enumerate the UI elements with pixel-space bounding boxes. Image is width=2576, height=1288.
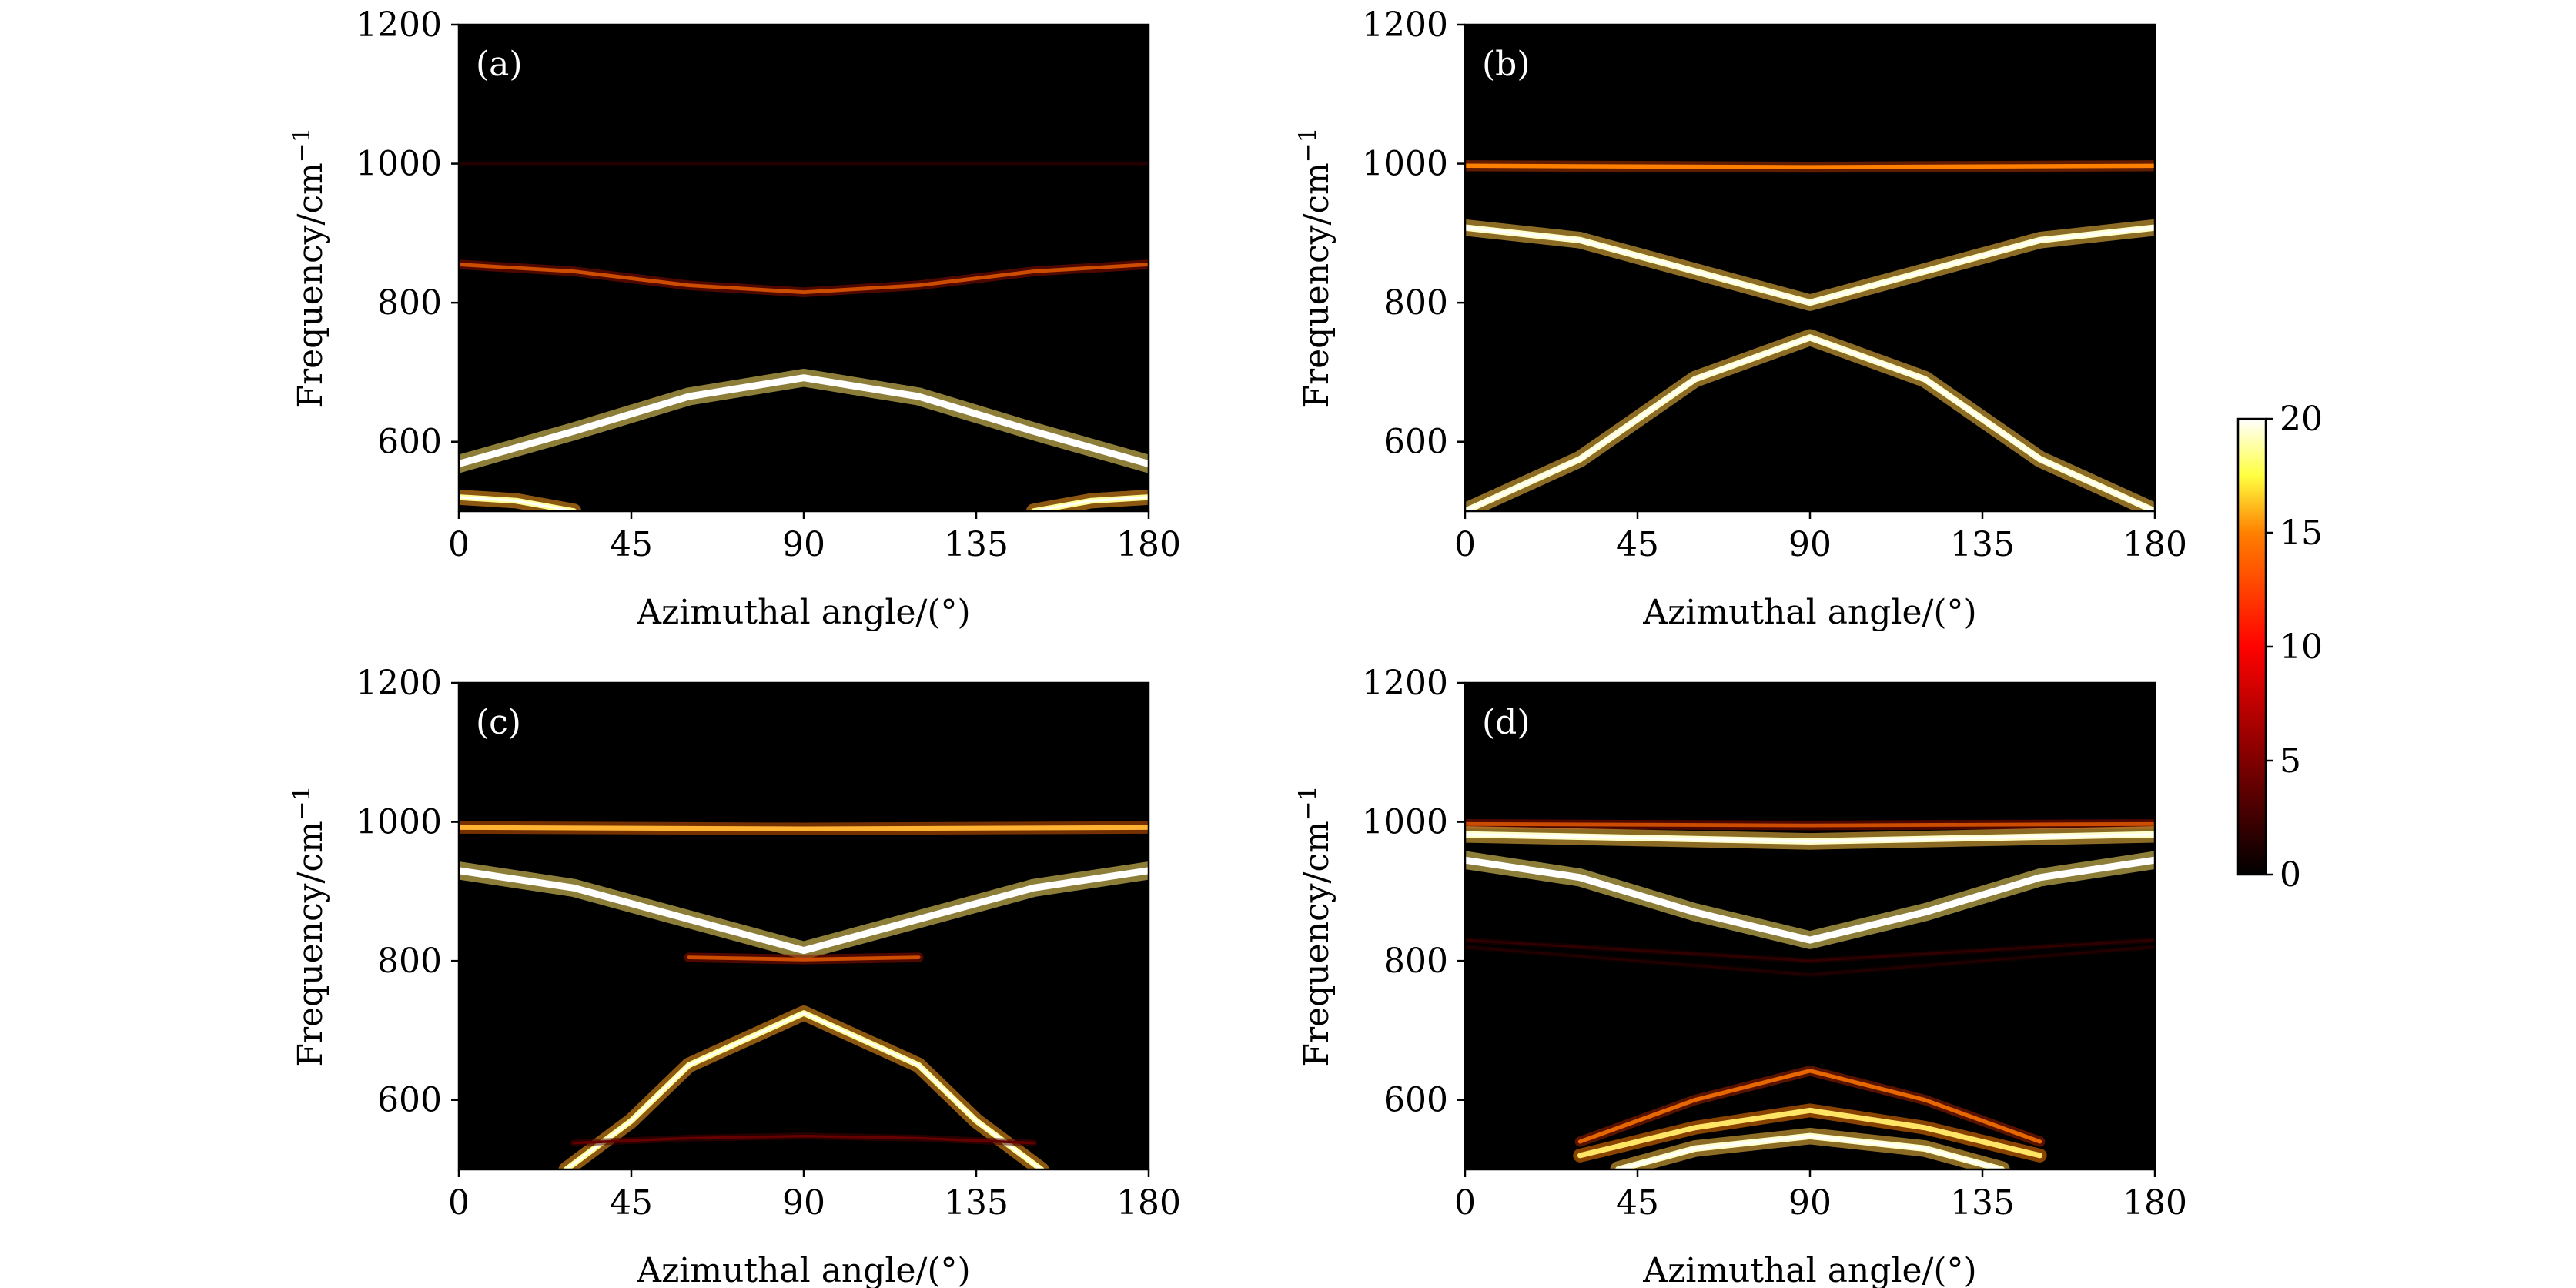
colorbar-gradient (2236, 417, 2267, 876)
band-1 (1465, 821, 2155, 828)
colorbar-tick-label: 0 (2280, 855, 2301, 895)
band-core (1465, 833, 2155, 843)
y-tick-label: 1200 (356, 5, 442, 45)
x-tick-label: 45 (1616, 525, 1659, 564)
x-tick-label: 180 (1116, 1183, 1181, 1223)
band-4 (1465, 938, 2155, 962)
y-tick-label: 1200 (1362, 5, 1448, 45)
x-tick-label: 0 (1454, 525, 1476, 564)
y-tick-label: 1000 (356, 145, 442, 184)
y-tick-label: 800 (377, 942, 442, 981)
band-6 (1577, 1069, 2042, 1144)
panel-1: 0 45 90 135 180 600 800 1000 1200 Azimuthal angle… (288, 5, 1181, 632)
y-tick-label: 800 (377, 283, 442, 323)
y-axis-label: Frequency/cm−1 (288, 786, 330, 1067)
band-2 (459, 263, 1149, 295)
colorbar-tick-label: 15 (2280, 514, 2323, 553)
band-5 (572, 1135, 1035, 1145)
band-7 (1577, 1107, 2043, 1159)
colorbar-tick-label: 10 (2280, 627, 2323, 667)
band-3 (687, 955, 921, 962)
x-tick-label: 0 (448, 525, 470, 564)
x-tick-label: 135 (1950, 1183, 2015, 1223)
y-tick-label: 1200 (1362, 664, 1448, 703)
x-tick-label: 180 (2123, 1183, 2187, 1223)
panel-4: 0 45 90 135 180 600 800 1000 1200 Azimuthal angle… (1294, 664, 2187, 1288)
band-core (1032, 496, 1149, 511)
x-tick-label: 135 (1950, 525, 2015, 564)
bands (459, 161, 1149, 511)
y-tick-label: 600 (1383, 1081, 1448, 1120)
y-axis-label: Frequency/cm−1 (1294, 786, 1337, 1067)
x-tick-label: 45 (610, 525, 653, 564)
colorbar-tick-label: 5 (2280, 741, 2301, 781)
heatmap-background (1465, 25, 2155, 511)
y-tick-label: 1200 (356, 664, 442, 703)
x-tick-label: 90 (1788, 1183, 1832, 1223)
y-tick-label: 600 (1383, 423, 1448, 462)
bands (459, 821, 1149, 1169)
colorbar-tick-label: 20 (2280, 400, 2323, 439)
x-axis-label: Azimuthal angle/(°) (1642, 593, 1976, 632)
band-core (564, 1012, 1043, 1169)
band-core (1617, 1135, 2003, 1169)
y-tick-label: 1000 (356, 803, 442, 842)
band-core (459, 496, 575, 511)
y-tick-label: 600 (377, 1081, 442, 1120)
panel-label: (c) (476, 703, 521, 742)
x-tick-label: 0 (448, 1183, 470, 1223)
panel-label: (a) (476, 45, 523, 84)
bands (1465, 160, 2155, 511)
x-tick-label: 180 (2123, 525, 2187, 564)
band-core (1465, 858, 2155, 942)
y-tick-label: 1000 (1362, 803, 1448, 842)
bands (1465, 819, 2155, 1169)
band-core (1465, 226, 2155, 304)
band-core (459, 869, 1149, 952)
x-tick-label: 90 (1788, 525, 1832, 564)
x-axis-label: Azimuthal angle/(°) (636, 1251, 970, 1288)
x-axis-label: Azimuthal angle/(°) (636, 593, 970, 632)
colorbar: 0 5 10 15 20 (2236, 400, 2323, 895)
band-1 (459, 825, 1149, 831)
y-axis-label: Frequency/cm−1 (288, 128, 330, 409)
band-1 (1465, 163, 2155, 169)
heatmap-background (1465, 683, 2155, 1169)
panel-label: (b) (1482, 45, 1531, 84)
heatmap-background (459, 683, 1149, 1169)
x-tick-label: 0 (1454, 1183, 1476, 1223)
panel-2: 0 45 90 135 180 600 800 1000 1200 Azimuthal angle… (1294, 5, 2187, 632)
x-tick-label: 180 (1116, 525, 1181, 564)
x-tick-label: 45 (610, 1183, 653, 1223)
y-tick-label: 1000 (1362, 145, 1448, 184)
x-tick-label: 45 (1616, 1183, 1659, 1223)
band-core (1465, 336, 2155, 511)
panel-3: 0 45 90 135 180 600 800 1000 1200 Azimuthal angle… (288, 664, 1181, 1288)
x-tick-label: 90 (782, 525, 825, 564)
x-tick-label: 90 (782, 1183, 825, 1223)
x-tick-label: 135 (944, 1183, 1009, 1223)
y-tick-label: 800 (1383, 942, 1448, 981)
y-tick-label: 800 (1383, 283, 1448, 323)
y-axis-label: Frequency/cm−1 (1294, 128, 1337, 409)
band-core (459, 376, 1149, 466)
x-axis-label: Azimuthal angle/(°) (1642, 1251, 1976, 1288)
x-tick-label: 135 (944, 525, 1009, 564)
panel-label: (d) (1482, 703, 1531, 742)
y-tick-label: 600 (377, 423, 442, 462)
band-5 (1465, 945, 2155, 976)
